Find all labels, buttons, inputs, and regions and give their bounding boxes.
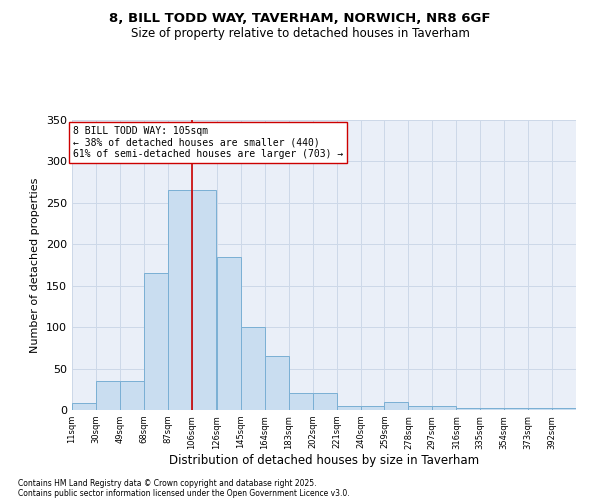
Bar (504, 408, 528, 410)
X-axis label: Distribution of detached houses by size in Taverham: Distribution of detached houses by size … (169, 454, 479, 468)
Bar (144, 274, 168, 410)
Bar (217, 256, 241, 410)
Bar (241, 327, 265, 410)
Bar (289, 394, 313, 410)
Bar (337, 406, 361, 410)
Text: 8, BILL TODD WAY, TAVERHAM, NORWICH, NR8 6GF: 8, BILL TODD WAY, TAVERHAM, NORWICH, NR8… (109, 12, 491, 26)
Bar (457, 408, 480, 410)
Bar (192, 190, 215, 410)
Bar (552, 408, 576, 410)
Bar (265, 356, 289, 410)
Bar (528, 408, 552, 410)
Bar (433, 406, 457, 410)
Bar (168, 190, 192, 410)
Bar (385, 402, 409, 410)
Bar (409, 406, 433, 410)
Text: 8 BILL TODD WAY: 105sqm
← 38% of detached houses are smaller (440)
61% of semi-d: 8 BILL TODD WAY: 105sqm ← 38% of detache… (73, 126, 344, 159)
Text: Contains HM Land Registry data © Crown copyright and database right 2025.: Contains HM Land Registry data © Crown c… (18, 478, 317, 488)
Bar (72, 404, 96, 410)
Bar (480, 408, 504, 410)
Bar (96, 381, 120, 410)
Bar (120, 381, 144, 410)
Bar (361, 406, 385, 410)
Bar (313, 394, 337, 410)
Y-axis label: Number of detached properties: Number of detached properties (31, 178, 40, 352)
Text: Contains public sector information licensed under the Open Government Licence v3: Contains public sector information licen… (18, 488, 350, 498)
Text: Size of property relative to detached houses in Taverham: Size of property relative to detached ho… (131, 28, 469, 40)
